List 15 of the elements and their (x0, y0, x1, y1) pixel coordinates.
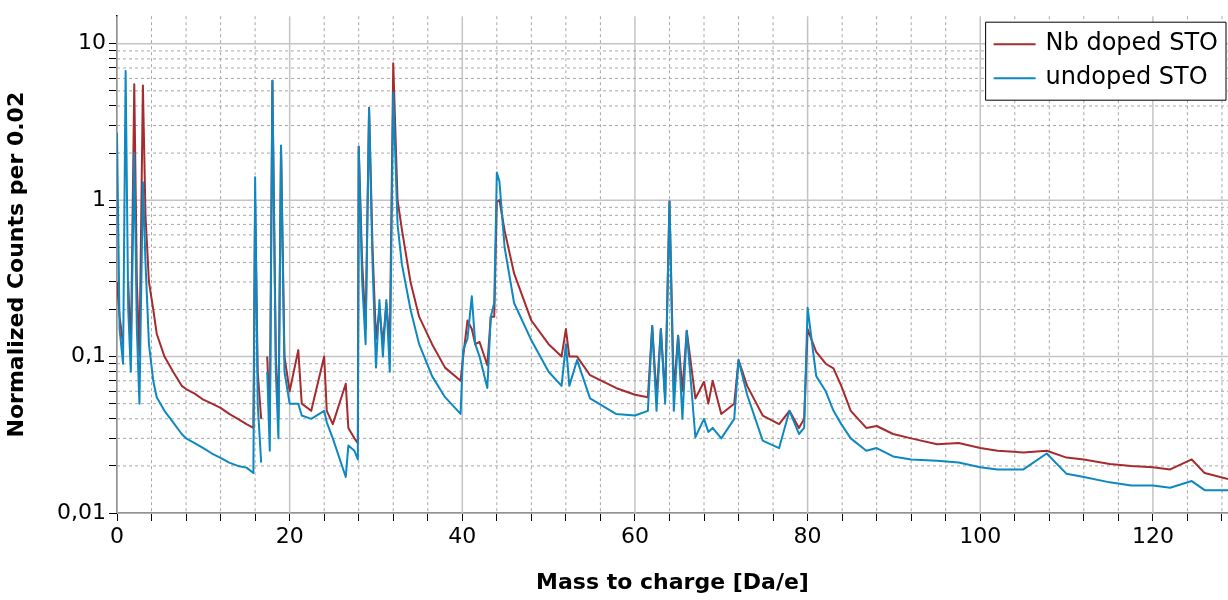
x-axis-title: Mass to charge [Da/e] (536, 568, 809, 594)
x-tick-label: 20 (275, 522, 304, 548)
y-tick-label: 0,1 (71, 342, 106, 368)
x-tick-label: 60 (620, 522, 649, 548)
y-tick-label: 1 (92, 185, 106, 211)
x-tick-label: 40 (448, 522, 477, 548)
x-tick-label: 0 (110, 522, 124, 548)
x-tick-label: 80 (793, 522, 822, 548)
x-tick-label: 100 (959, 522, 1002, 548)
y-tick-label: 0,01 (57, 498, 106, 524)
y-tick-label: 10 (78, 29, 106, 55)
legend-label: undoped STO (1045, 62, 1208, 91)
y-axis-title: Normalized Counts per 0.02 (2, 91, 28, 438)
legend-label: Nb doped STO (1045, 28, 1219, 57)
x-tick-label: 120 (1131, 522, 1174, 548)
